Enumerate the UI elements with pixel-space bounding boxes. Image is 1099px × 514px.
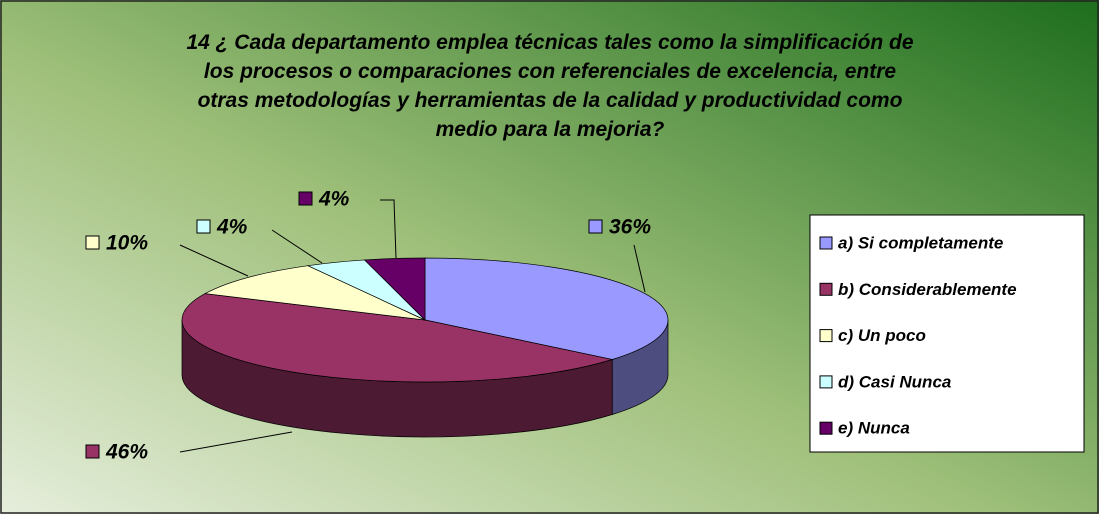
slice xyxy=(363,257,426,321)
leader-line xyxy=(633,244,646,293)
legend-swatch xyxy=(819,236,833,250)
legend-label: d) Casi Nunca xyxy=(838,372,951,391)
data-label: 4% xyxy=(216,216,248,239)
label-swatch xyxy=(588,219,603,234)
slice xyxy=(424,257,669,360)
label-swatch xyxy=(298,191,313,206)
data-label: 36% xyxy=(609,216,651,239)
chart-title: 14 ¿ Cada departamento emplea técnicas t… xyxy=(186,31,914,141)
label-swatch xyxy=(85,444,100,459)
data-label: 4% xyxy=(318,188,350,211)
label-swatch xyxy=(196,219,211,234)
legend-swatch xyxy=(819,375,833,389)
label-swatch xyxy=(85,235,100,250)
legend-box xyxy=(809,214,1085,453)
legend-swatch xyxy=(819,282,833,296)
leader-line xyxy=(271,229,323,264)
leader-line xyxy=(380,199,397,259)
legend-swatch xyxy=(819,421,833,435)
leader-line xyxy=(179,431,293,453)
legend-label: c) Un poco xyxy=(838,326,926,345)
legend-swatch xyxy=(819,329,833,343)
slice xyxy=(203,265,426,321)
slice xyxy=(181,293,614,383)
legend-label: e) Nunca xyxy=(838,419,910,438)
legend-label: a) Si completamente xyxy=(838,233,1003,252)
data-label: 10% xyxy=(106,232,148,255)
data-label: 46% xyxy=(105,441,148,464)
leader-line xyxy=(179,244,249,277)
legend-label: b) Considerablemente xyxy=(838,280,1017,299)
